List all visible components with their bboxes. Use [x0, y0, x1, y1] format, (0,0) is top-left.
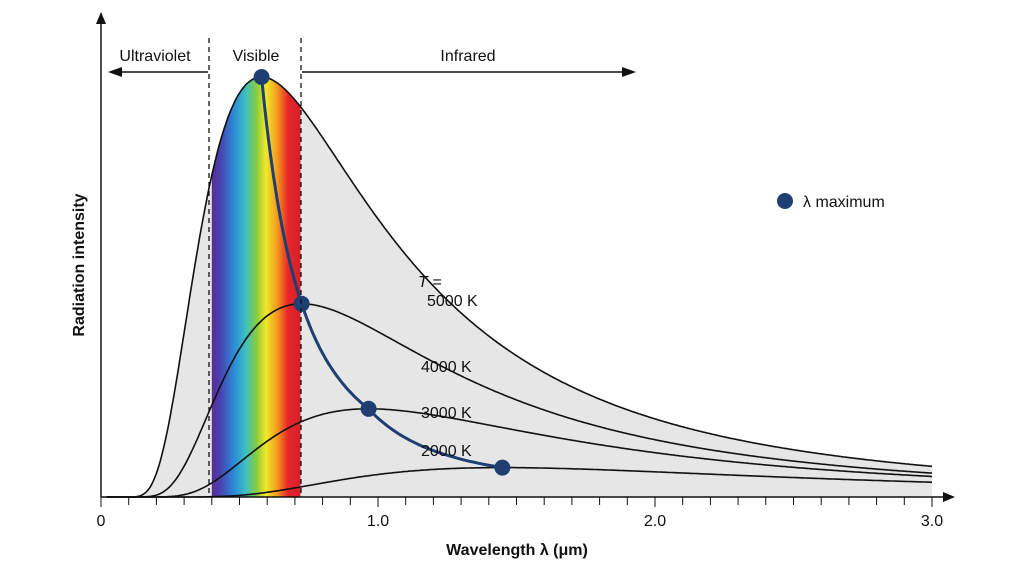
series-label-5000k: 5000 K [427, 293, 478, 310]
x-tick-label: 3.0 [921, 513, 943, 530]
x-axis-title: Wavelength λ (μm) [446, 542, 588, 559]
series-label-3000k: 3000 K [421, 405, 472, 422]
curve-4000k [106, 303, 933, 498]
series-label-2000k: 2000 K [421, 443, 472, 460]
ultraviolet-label: Ultraviolet [119, 48, 191, 65]
lambda-max-point-5000k [253, 69, 270, 85]
lambda-max-point-4000k [293, 295, 310, 312]
curve-5000k [106, 76, 933, 498]
legend-label: λ maximum [803, 194, 885, 211]
lambda-max-point-3000k [360, 400, 377, 417]
x-tick-label: 2.0 [644, 513, 666, 530]
lambda-max-point-2000k [494, 459, 511, 476]
ultraviolet-arrowhead [108, 67, 122, 77]
y-axis-title: Radiation intensity [71, 193, 88, 336]
visible-spectrum-band [211, 77, 301, 497]
curve-2000k [106, 466, 932, 498]
legend-marker [777, 193, 793, 209]
area-under-5000k [106, 77, 932, 497]
infrared-arrowhead [622, 67, 636, 77]
curve-3000k [106, 408, 932, 498]
visible-label: Visible [233, 48, 280, 65]
series-label-4000k: 4000 K [421, 359, 472, 376]
y-axis-arrow [96, 12, 106, 24]
x-tick-label: 1.0 [367, 513, 389, 530]
temperature-prefix-label: T = [418, 274, 442, 291]
x-tick-label: 0 [97, 513, 106, 530]
x-axis-arrow [943, 492, 955, 502]
lambda-max-locus [260, 76, 503, 470]
infrared-label: Infrared [440, 48, 495, 65]
